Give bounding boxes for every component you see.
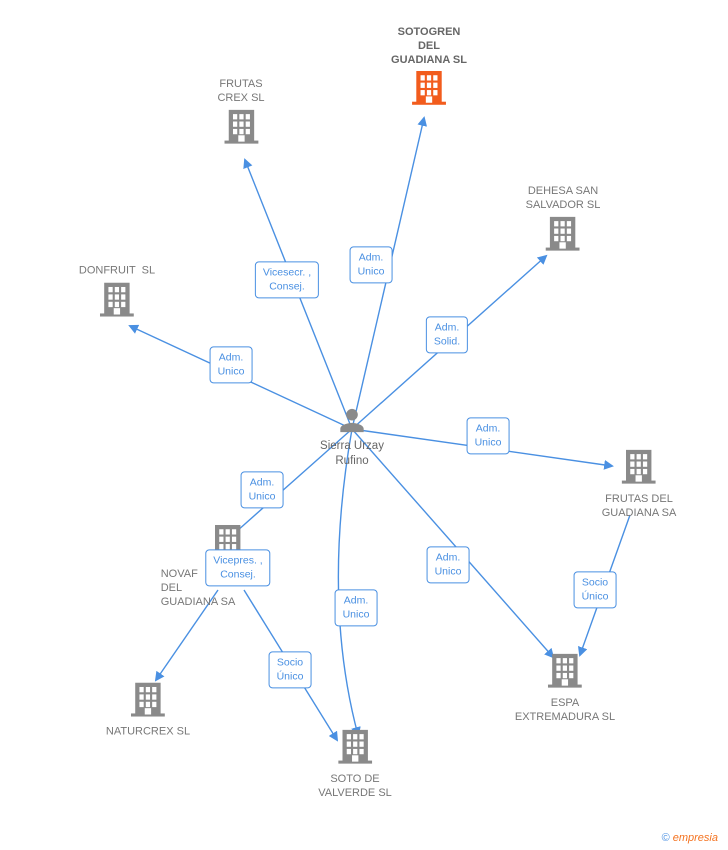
edge-label: Socio Único xyxy=(574,571,617,608)
company-label: SOTO DE VALVERDE SL xyxy=(318,773,392,801)
person-icon xyxy=(338,406,366,436)
company-node-donfruit[interactable]: DONFRUIT SL xyxy=(79,265,155,322)
edge-label: Vicesecr. , Consej. xyxy=(255,261,319,298)
company-node-espa[interactable]: ESPA EXTREMADURA SL xyxy=(515,652,615,725)
company-node-frutascrex[interactable]: FRUTAS CREX SL xyxy=(217,78,264,149)
edge-label: Vicepres. , Consej. xyxy=(205,549,270,586)
network-diagram: Sierra Urzay Rufino SOTOGREN DEL GUADIAN… xyxy=(0,0,728,850)
company-label: DONFRUIT SL xyxy=(79,265,155,279)
company-label: NATURCREX SL xyxy=(106,726,190,740)
edge-label: Adm. Unico xyxy=(210,346,253,383)
company-node-naturcrex[interactable]: NATURCREX SL xyxy=(106,681,190,740)
person-label: Sierra Urzay Rufino xyxy=(320,439,384,469)
company-node-frutasgua[interactable]: FRUTAS DEL GUADIANA SA xyxy=(602,448,677,521)
edge-label: Adm. Unico xyxy=(335,589,378,626)
company-label: SOTOGREN DEL GUADIANA SL xyxy=(391,26,467,67)
company-label: FRUTAS CREX SL xyxy=(217,78,264,106)
brand-name: empresia xyxy=(673,832,718,844)
company-node-sotogren[interactable]: SOTOGREN DEL GUADIANA SL xyxy=(391,26,467,110)
edge-line xyxy=(338,429,358,735)
company-label: ESPA EXTREMADURA SL xyxy=(515,697,615,725)
edge-label: Adm. Unico xyxy=(241,471,284,508)
company-node-dehesa[interactable]: DEHESA SAN SALVADOR SL xyxy=(526,185,601,256)
person-node[interactable] xyxy=(338,406,366,441)
footer: © empresia xyxy=(662,832,718,844)
company-node-soto[interactable]: SOTO DE VALVERDE SL xyxy=(318,728,392,801)
edge-label: Socio Único xyxy=(269,651,312,688)
company-label: DEHESA SAN SALVADOR SL xyxy=(526,185,601,213)
edge-label: Adm. Solid. xyxy=(426,316,468,353)
copyright-symbol: © xyxy=(662,832,670,844)
company-label: FRUTAS DEL GUADIANA SA xyxy=(602,493,677,521)
edge-label: Adm. Unico xyxy=(427,546,470,583)
edge-label: Adm. Unico xyxy=(350,246,393,283)
edge-label: Adm. Unico xyxy=(467,417,510,454)
